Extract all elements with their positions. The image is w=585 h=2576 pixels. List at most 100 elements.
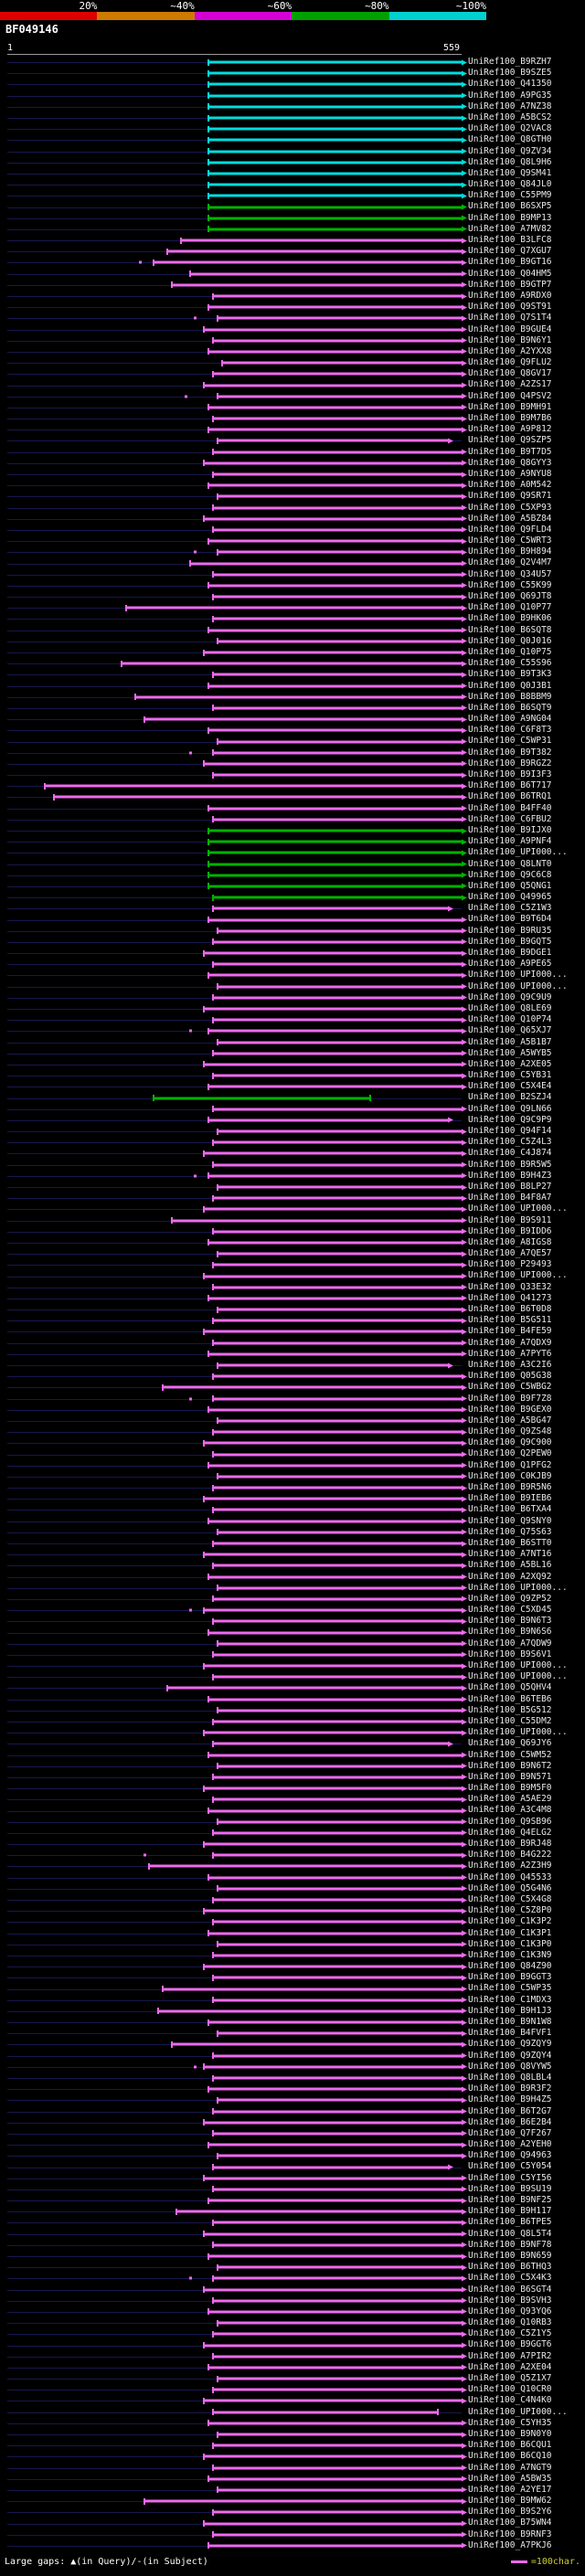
- hit-alignment-bar[interactable]: [211, 2164, 454, 2171]
- hit-alignment-bar[interactable]: [211, 1918, 467, 1925]
- hit-label[interactable]: UniRef100_B6SXP5: [468, 201, 552, 212]
- hit-label[interactable]: UniRef100_B75WN4: [468, 2518, 552, 2528]
- hit-label[interactable]: UniRef100_B9S2Y6: [468, 2507, 552, 2518]
- hit-label[interactable]: UniRef100_B9N6Y1: [468, 334, 552, 345]
- hit-label[interactable]: UniRef100_C1K3P0: [468, 1938, 552, 1949]
- hit-alignment-bar[interactable]: [216, 1473, 467, 1480]
- hit-alignment-bar[interactable]: [207, 861, 467, 868]
- hit-alignment-bar[interactable]: [207, 917, 467, 924]
- hit-alignment-bar[interactable]: [207, 627, 467, 634]
- hit-label[interactable]: UniRef100_UPI000...: [468, 1671, 568, 1682]
- hit-label[interactable]: UniRef100_B6SQT8: [468, 624, 552, 635]
- hit-label[interactable]: UniRef100_Q8L9H6: [468, 156, 552, 167]
- hit-alignment-bar[interactable]: [207, 2141, 467, 2148]
- hit-alignment-bar[interactable]: [207, 1462, 467, 1469]
- hit-label[interactable]: UniRef100_C6FBU2: [468, 813, 552, 824]
- hit-label[interactable]: UniRef100_Q9ZV34: [468, 145, 552, 156]
- hit-label[interactable]: UniRef100_B9MH91: [468, 401, 552, 412]
- hit-alignment-bar[interactable]: [202, 382, 467, 389]
- hit-label[interactable]: UniRef100_A9PNF4: [468, 836, 552, 847]
- hit-alignment-bar[interactable]: [211, 2353, 467, 2360]
- hit-alignment-bar[interactable]: [211, 1506, 467, 1513]
- hit-label[interactable]: UniRef100_C5WP31: [468, 736, 552, 747]
- hit-alignment-bar[interactable]: [207, 849, 467, 856]
- hit-alignment-bar[interactable]: [202, 2231, 467, 2238]
- hit-label[interactable]: UniRef100_A9NG04: [468, 714, 552, 725]
- hit-alignment-bar[interactable]: [207, 2197, 467, 2204]
- hit-alignment-bar[interactable]: [202, 1551, 467, 1558]
- hit-label[interactable]: UniRef100_C5X4E4: [468, 1081, 552, 1092]
- hit-alignment-bar[interactable]: [207, 148, 467, 155]
- hit-label[interactable]: UniRef100_B9SVH3: [468, 2295, 552, 2306]
- hit-alignment-bar[interactable]: [207, 2475, 467, 2483]
- hit-alignment-bar[interactable]: [202, 1840, 467, 1848]
- hit-alignment-bar[interactable]: [211, 2531, 467, 2539]
- hit-alignment-bar[interactable]: [211, 1562, 467, 1569]
- hit-alignment-bar[interactable]: [216, 437, 454, 444]
- hit-label[interactable]: UniRef100_Q5QNG1: [468, 880, 552, 891]
- hit-label[interactable]: UniRef100_A0M542: [468, 480, 552, 491]
- hit-alignment-bar[interactable]: [216, 2263, 467, 2271]
- hit-label[interactable]: UniRef100_C4J874: [468, 1148, 552, 1159]
- hit-alignment-bar[interactable]: [211, 1451, 467, 1458]
- hit-alignment-bar[interactable]: [202, 1328, 467, 1335]
- hit-alignment-bar[interactable]: [211, 1261, 467, 1268]
- hit-label[interactable]: UniRef100_C5WM52: [468, 1749, 552, 1760]
- hit-alignment-bar[interactable]: [207, 58, 467, 66]
- hit-alignment-bar[interactable]: [202, 1662, 467, 1670]
- hit-label[interactable]: UniRef100_Q9ZQY9: [468, 2039, 552, 2050]
- hit-alignment-bar[interactable]: [211, 1284, 467, 1291]
- hit-alignment-bar[interactable]: [207, 159, 467, 166]
- hit-alignment-bar[interactable]: [207, 1930, 467, 1937]
- hit-label[interactable]: UniRef100_Q10RB3: [468, 2317, 552, 2328]
- hit-alignment-bar[interactable]: [170, 281, 467, 289]
- hit-label[interactable]: UniRef100_B9IDD6: [468, 1225, 552, 1236]
- hit-alignment-bar[interactable]: [207, 125, 467, 133]
- hit-alignment-bar[interactable]: [207, 805, 467, 812]
- hit-label[interactable]: UniRef100_B9RZH7: [468, 57, 552, 67]
- hit-label[interactable]: UniRef100_B6STT0: [468, 1537, 552, 1548]
- hit-alignment-bar[interactable]: [211, 1395, 467, 1403]
- hit-label[interactable]: UniRef100_C5YI56: [468, 2172, 552, 2183]
- hit-label[interactable]: UniRef100_A7QDW9: [468, 1638, 552, 1648]
- hit-alignment-bar[interactable]: [144, 716, 467, 723]
- hit-label[interactable]: UniRef100_Q34U57: [468, 568, 552, 579]
- hit-alignment-bar[interactable]: [202, 760, 467, 768]
- hit-alignment-bar[interactable]: [207, 1574, 467, 1581]
- hit-label[interactable]: UniRef100_C0KJB9: [468, 1470, 552, 1481]
- hit-alignment-bar[interactable]: [211, 526, 467, 534]
- hit-alignment-bar[interactable]: [202, 1729, 467, 1736]
- hit-label[interactable]: UniRef100_B9GUE4: [468, 323, 552, 334]
- hit-alignment-bar[interactable]: [216, 2486, 467, 2494]
- hit-label[interactable]: UniRef100_C55S96: [468, 658, 552, 669]
- hit-label[interactable]: UniRef100_UPI000...: [468, 1727, 568, 1738]
- hit-label[interactable]: UniRef100_B9N6S6: [468, 1627, 552, 1638]
- hit-label[interactable]: UniRef100_A7NZ38: [468, 101, 552, 111]
- hit-label[interactable]: UniRef100_C55DM2: [468, 1715, 552, 1726]
- hit-alignment-bar[interactable]: [207, 482, 467, 489]
- hit-alignment-bar[interactable]: [157, 2008, 467, 2015]
- hit-label[interactable]: UniRef100_Q49965: [468, 892, 552, 903]
- hit-alignment-bar[interactable]: [207, 827, 467, 834]
- hit-label[interactable]: UniRef100_A5BCS2: [468, 111, 552, 122]
- hit-alignment-bar[interactable]: [207, 838, 467, 845]
- hit-label[interactable]: UniRef100_Q0J3B1: [468, 680, 552, 691]
- hit-alignment-bar[interactable]: [202, 2520, 467, 2528]
- hit-alignment-bar[interactable]: [211, 749, 467, 757]
- hit-label[interactable]: UniRef100_Q9C9P9: [468, 1114, 552, 1125]
- hit-label[interactable]: UniRef100_Q65XJ7: [468, 1025, 552, 1036]
- hit-label[interactable]: UniRef100_B3LFC8: [468, 235, 552, 245]
- hit-alignment-bar[interactable]: [216, 393, 467, 400]
- hit-alignment-bar[interactable]: [207, 2364, 467, 2371]
- hit-alignment-bar[interactable]: [207, 726, 467, 734]
- hit-label[interactable]: UniRef100_Q9C900: [468, 1437, 552, 1448]
- hit-alignment-bar[interactable]: [211, 2409, 440, 2416]
- hit-alignment-bar[interactable]: [202, 1606, 467, 1614]
- hit-label[interactable]: UniRef100_B9T3K3: [468, 669, 552, 680]
- hit-label[interactable]: UniRef100_A2YE17: [468, 2484, 552, 2495]
- hit-label[interactable]: UniRef100_A2XE04: [468, 2361, 552, 2372]
- hit-label[interactable]: UniRef100_A2XE05: [468, 1058, 552, 1069]
- hit-alignment-bar[interactable]: [202, 649, 467, 656]
- hit-label[interactable]: UniRef100_Q5QHV4: [468, 1682, 552, 1693]
- hit-label[interactable]: UniRef100_B9H1J3: [468, 2005, 552, 2016]
